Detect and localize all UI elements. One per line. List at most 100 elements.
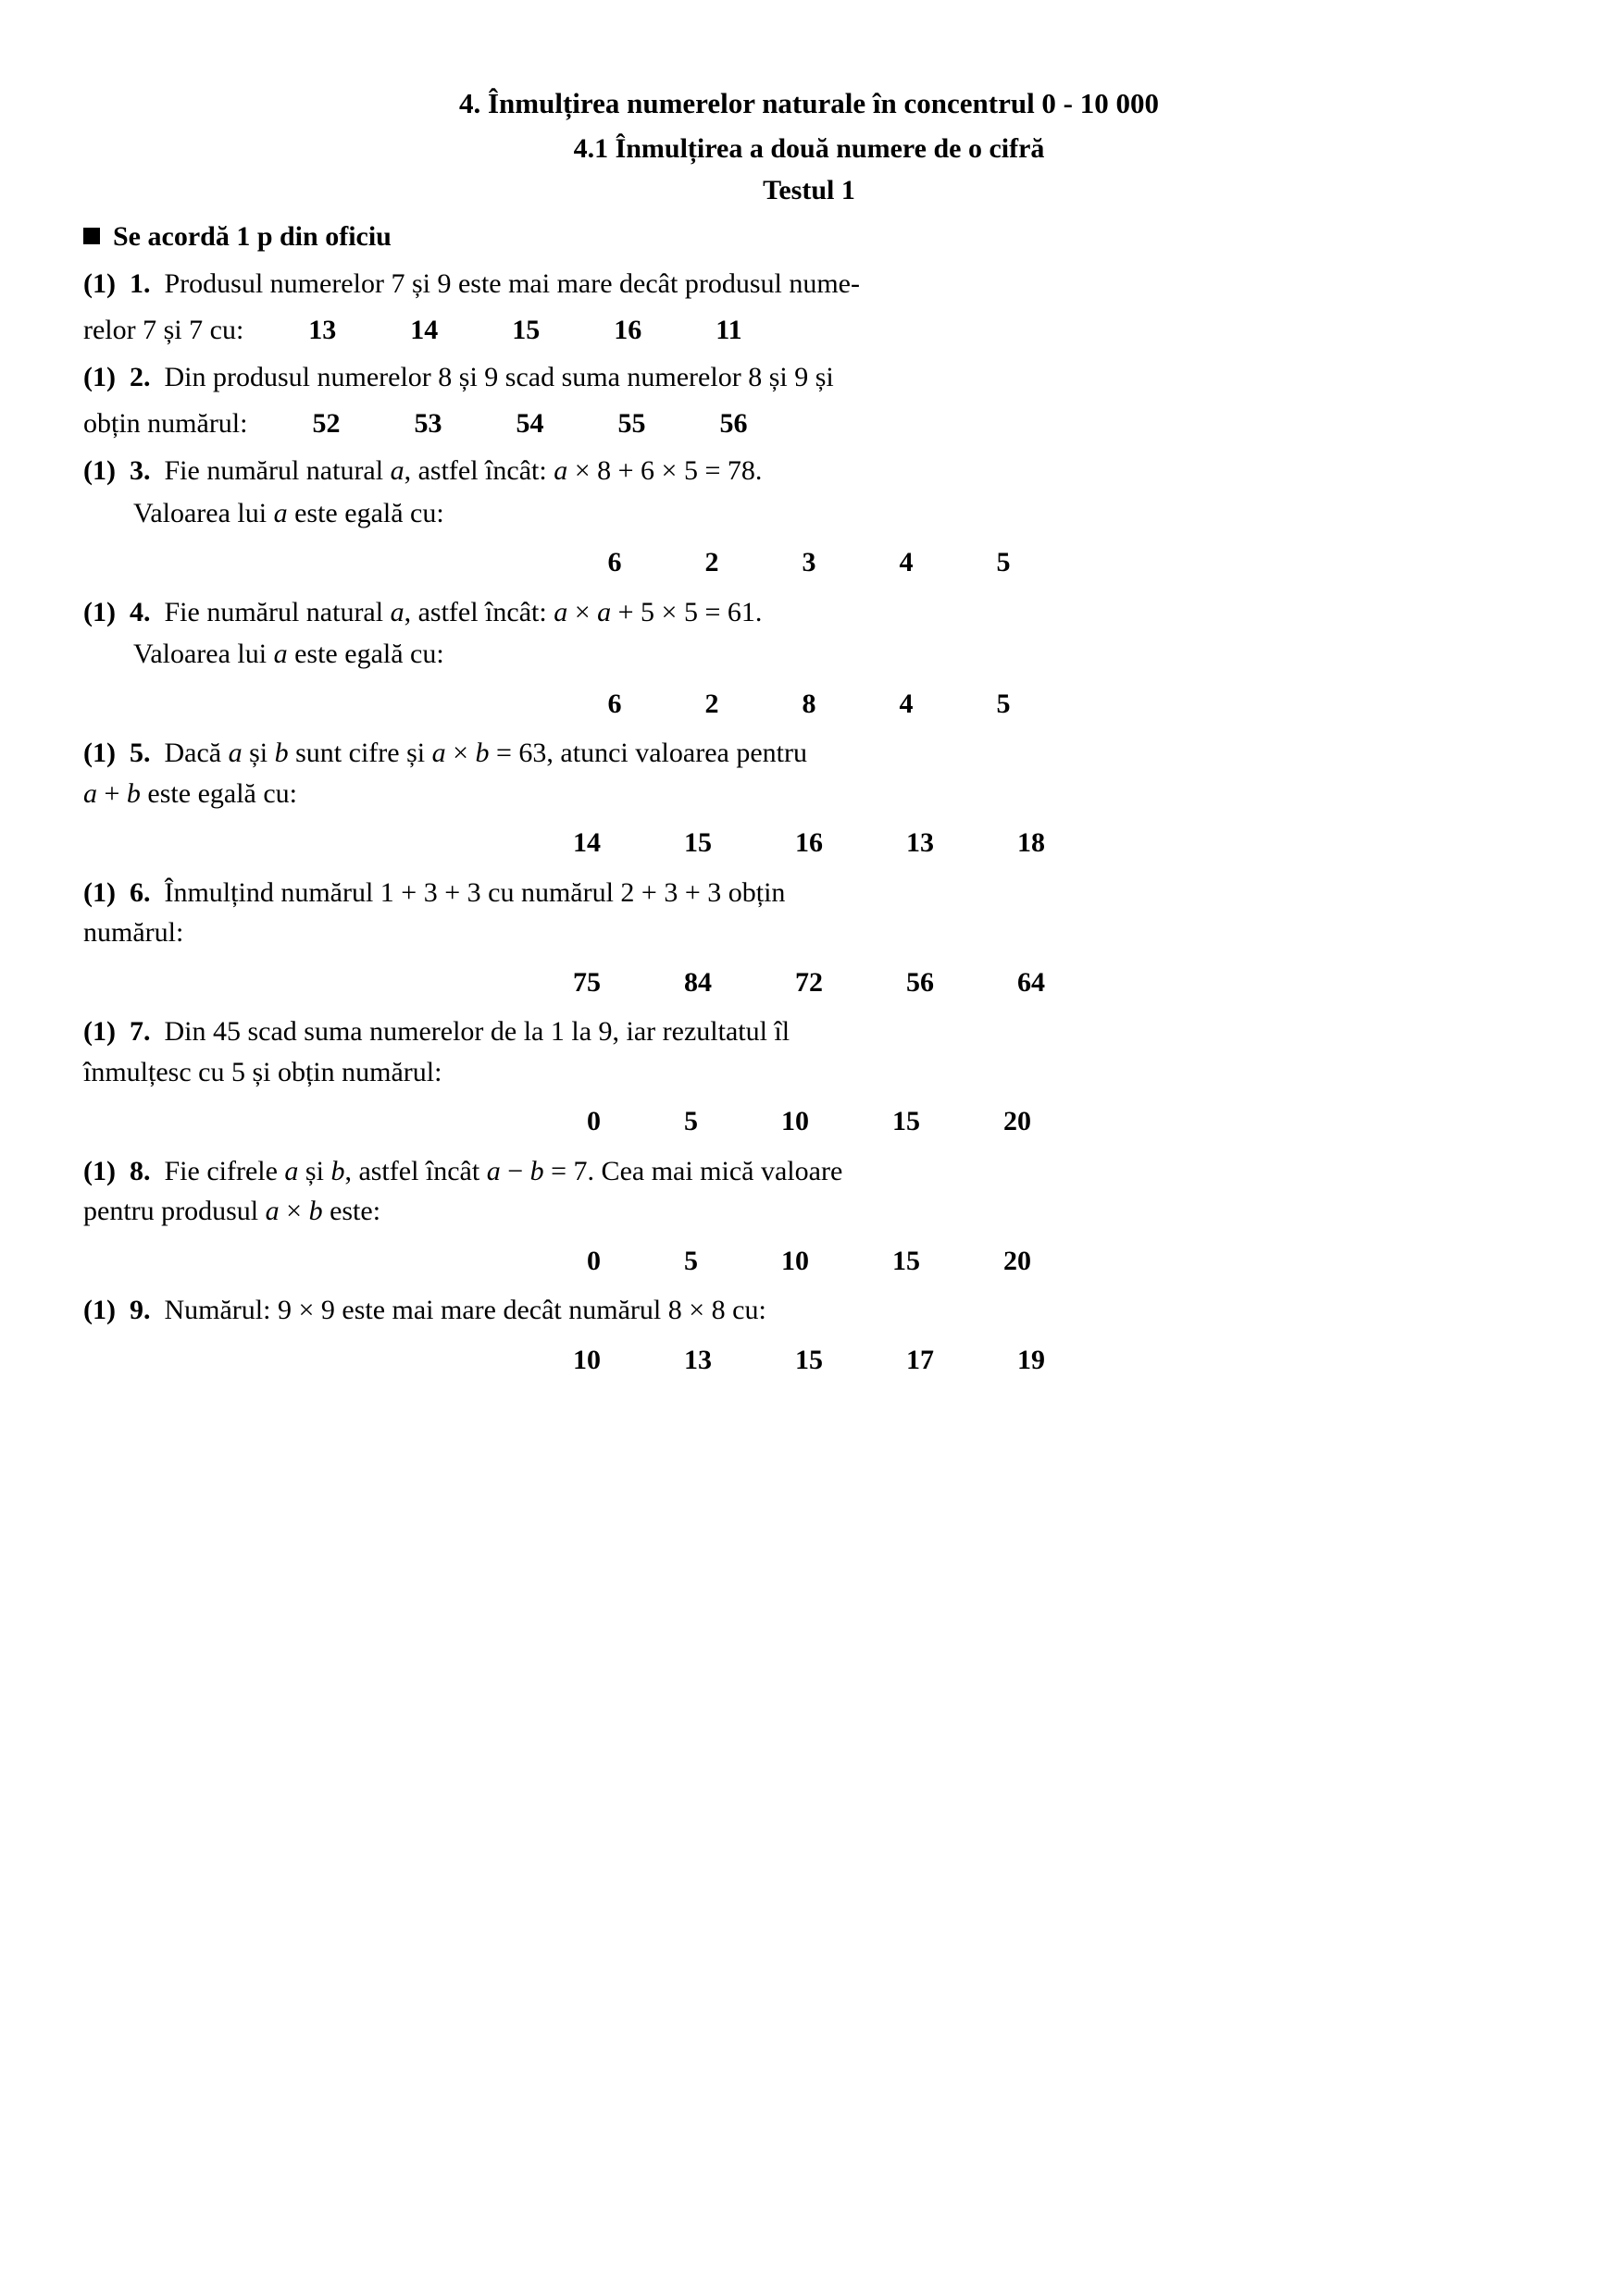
question-number: 9. <box>130 1295 151 1325</box>
answer-option[interactable]: 15 <box>892 1101 920 1142</box>
answer-option[interactable]: 18 <box>1017 823 1045 863</box>
question-line: (1) 1. Produsul numerelor 7 și 9 este ma… <box>83 264 1535 304</box>
square-bullet-icon <box>83 228 100 244</box>
answer-option[interactable]: 64 <box>1017 962 1045 1003</box>
answer-option[interactable]: 15 <box>795 1340 823 1381</box>
answer-option[interactable]: 6 <box>608 542 622 583</box>
question-points: (1) <box>83 738 116 768</box>
question: (1) 7. Din 45 scad suma numerelor de la … <box>83 1011 1535 1142</box>
question-tail: înmulțesc cu 5 și obțin numărul: <box>83 1052 1535 1093</box>
question-line: (1) 4. Fie numărul natural a, astfel înc… <box>83 592 1535 633</box>
question-line: (1) 8. Fie cifrele a și b, astfel încât … <box>83 1151 1535 1192</box>
answer-option[interactable]: 52 <box>312 403 340 444</box>
question: (1) 3. Fie numărul natural a, astfel înc… <box>83 451 1535 583</box>
answer-option[interactable]: 54 <box>516 403 543 444</box>
answer-option[interactable]: 0 <box>587 1101 601 1142</box>
question-text: Din 45 scad suma numerelor de la 1 la 9,… <box>164 1016 790 1047</box>
answer-option[interactable]: 16 <box>614 310 641 351</box>
question-points: (1) <box>83 268 116 299</box>
section-title: 4.1 Înmulțirea a două numere de o cifră <box>83 129 1535 169</box>
question-points: (1) <box>83 597 116 627</box>
question-subline: Valoarea lui a este egală cu: <box>133 493 1535 534</box>
answer-option[interactable]: 13 <box>906 823 934 863</box>
question-tail-with-answers: relor 7 și 7 cu: 13 14 15 16 11 <box>83 310 1535 351</box>
answer-option[interactable]: 10 <box>573 1340 601 1381</box>
answer-option[interactable]: 75 <box>573 962 601 1003</box>
question-tail: numărul: <box>83 912 1535 953</box>
question-number: 6. <box>130 877 151 908</box>
answer-option[interactable]: 53 <box>414 403 442 444</box>
question-text: Fie numărul natural a, astfel încât: a ×… <box>164 455 762 486</box>
answers: 52 53 54 55 56 <box>312 403 747 444</box>
answer-option[interactable]: 15 <box>684 823 712 863</box>
answers: 0 5 10 15 20 <box>83 1241 1535 1282</box>
answer-option[interactable]: 72 <box>795 962 823 1003</box>
question-text: Din produsul numerelor 8 și 9 scad suma … <box>164 362 833 392</box>
answer-option[interactable]: 13 <box>684 1340 712 1381</box>
question-text: Fie numărul natural a, astfel încât: a ×… <box>164 597 762 627</box>
question-number: 2. <box>130 362 151 392</box>
question: (1) 9. Numărul: 9 × 9 este mai mare decâ… <box>83 1290 1535 1380</box>
question-line: (1) 9. Numărul: 9 × 9 este mai mare decâ… <box>83 1290 1535 1331</box>
answer-option[interactable]: 19 <box>1017 1340 1045 1381</box>
question: (1) 8. Fie cifrele a și b, astfel încât … <box>83 1151 1535 1282</box>
answers: 14 15 16 13 18 <box>83 823 1535 863</box>
question-text: Produsul numerelor 7 și 9 este mai mare … <box>164 268 859 299</box>
answer-option[interactable]: 14 <box>573 823 601 863</box>
question-points: (1) <box>83 362 116 392</box>
chapter-title: 4. Înmulțirea numerelor naturale în conc… <box>83 83 1535 125</box>
answer-option[interactable]: 5 <box>997 542 1011 583</box>
answers: 0 5 10 15 20 <box>83 1101 1535 1142</box>
answers: 75 84 72 56 64 <box>83 962 1535 1003</box>
question: (1) 6. Înmulțind numărul 1 + 3 + 3 cu nu… <box>83 873 1535 1003</box>
answer-option[interactable]: 6 <box>608 684 622 725</box>
answer-option[interactable]: 20 <box>1003 1101 1031 1142</box>
answer-option[interactable]: 13 <box>308 310 336 351</box>
question-text: Dacă a și b sunt cifre și a × b = 63, at… <box>164 738 806 768</box>
answer-option[interactable]: 56 <box>719 403 747 444</box>
question-tail: a + b este egală cu: <box>83 774 1535 814</box>
answer-option[interactable]: 20 <box>1003 1241 1031 1282</box>
question: (1) 4. Fie numărul natural a, astfel înc… <box>83 592 1535 725</box>
question-text: Înmulțind numărul 1 + 3 + 3 cu numărul 2… <box>164 877 785 908</box>
question-number: 4. <box>130 597 151 627</box>
question-points: (1) <box>83 877 116 908</box>
answer-option[interactable]: 4 <box>900 684 914 725</box>
answer-option[interactable]: 14 <box>410 310 438 351</box>
answer-option[interactable]: 10 <box>781 1241 809 1282</box>
answer-option[interactable]: 3 <box>803 542 816 583</box>
answer-option[interactable]: 15 <box>512 310 540 351</box>
question-tail: pentru produsul a × b este: <box>83 1191 1535 1232</box>
answer-option[interactable]: 8 <box>803 684 816 725</box>
answer-option[interactable]: 11 <box>716 310 741 351</box>
answer-option[interactable]: 5 <box>684 1241 698 1282</box>
question-line: (1) 6. Înmulțind numărul 1 + 3 + 3 cu nu… <box>83 873 1535 913</box>
answer-option[interactable]: 2 <box>705 542 719 583</box>
question-text: Numărul: 9 × 9 este mai mare decât număr… <box>164 1295 765 1325</box>
question-line: (1) 7. Din 45 scad suma numerelor de la … <box>83 1011 1535 1052</box>
question-tail: relor 7 și 7 cu: <box>83 310 243 351</box>
oficiu-text: Se acordă 1 p din oficiu <box>113 221 392 252</box>
answer-option[interactable]: 15 <box>892 1241 920 1282</box>
answer-option[interactable]: 55 <box>617 403 645 444</box>
question-points: (1) <box>83 455 116 486</box>
question-line: (1) 2. Din produsul numerelor 8 și 9 sca… <box>83 357 1535 398</box>
question-number: 5. <box>130 738 151 768</box>
answer-option[interactable]: 10 <box>781 1101 809 1142</box>
answer-option[interactable]: 4 <box>900 542 914 583</box>
question-tail-with-answers: obțin numărul: 52 53 54 55 56 <box>83 403 1535 444</box>
question-number: 1. <box>130 268 151 299</box>
answer-option[interactable]: 5 <box>997 684 1011 725</box>
answer-option[interactable]: 84 <box>684 962 712 1003</box>
answer-option[interactable]: 56 <box>906 962 934 1003</box>
question-line: (1) 3. Fie numărul natural a, astfel înc… <box>83 451 1535 491</box>
answers: 10 13 15 17 19 <box>83 1340 1535 1381</box>
question-number: 8. <box>130 1156 151 1186</box>
answer-option[interactable]: 0 <box>587 1241 601 1282</box>
question-text: Fie cifrele a și b, astfel încât a − b =… <box>164 1156 842 1186</box>
answer-option[interactable]: 2 <box>705 684 719 725</box>
answer-option[interactable]: 5 <box>684 1101 698 1142</box>
answer-option[interactable]: 17 <box>906 1340 934 1381</box>
question-tail: obțin numărul: <box>83 403 247 444</box>
answer-option[interactable]: 16 <box>795 823 823 863</box>
